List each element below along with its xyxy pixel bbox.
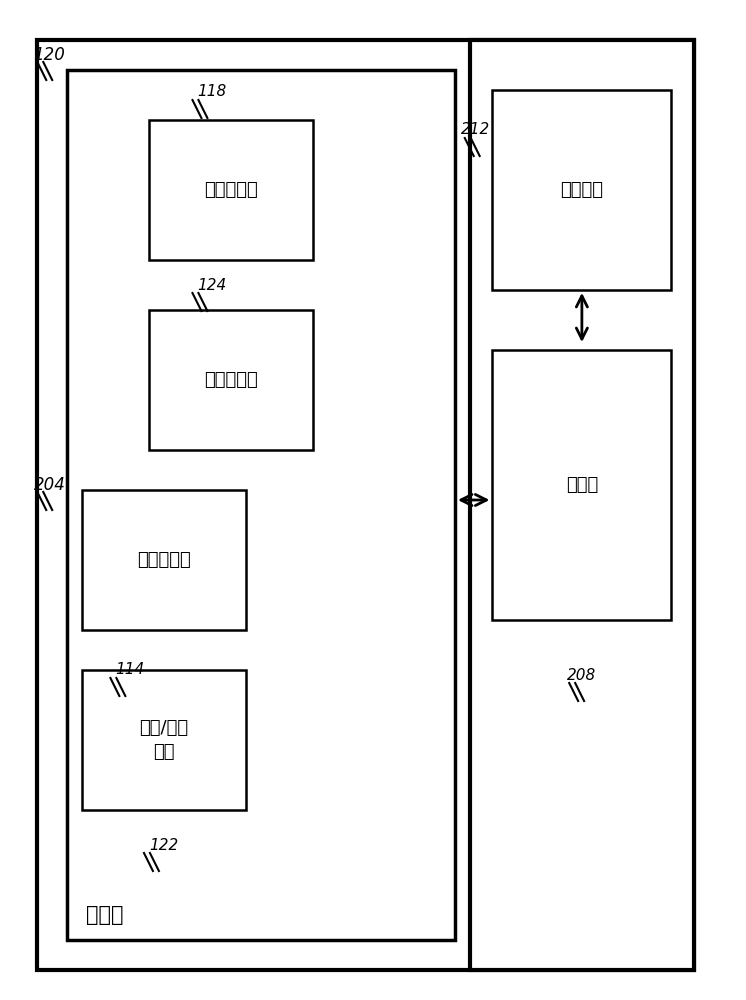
Bar [492, 350, 671, 620]
Text: 204: 204 [34, 476, 66, 494]
Bar [470, 40, 694, 970]
Text: 118: 118 [198, 85, 227, 100]
Text: 124: 124 [198, 277, 227, 292]
Bar [492, 90, 671, 290]
Text: 存储器: 存储器 [86, 905, 123, 925]
Text: 208: 208 [567, 668, 596, 682]
Bar [37, 40, 694, 970]
Text: 122: 122 [149, 838, 178, 852]
Bar [82, 490, 246, 630]
Text: 处理器: 处理器 [565, 476, 598, 494]
Text: 212: 212 [461, 122, 490, 137]
Text: 120: 120 [34, 46, 66, 64]
Text: 通信管理器: 通信管理器 [137, 551, 191, 569]
Bar [149, 310, 313, 450]
Bar [82, 670, 246, 810]
Bar [67, 70, 455, 940]
Text: 会话管理器: 会话管理器 [204, 181, 258, 199]
Text: 序列化应用: 序列化应用 [204, 371, 258, 389]
Text: 入口/出口
模块: 入口/出口 模块 [140, 719, 189, 761]
Text: 114: 114 [116, 662, 145, 678]
Bar [149, 120, 313, 260]
Text: 网络接口: 网络接口 [560, 181, 604, 199]
